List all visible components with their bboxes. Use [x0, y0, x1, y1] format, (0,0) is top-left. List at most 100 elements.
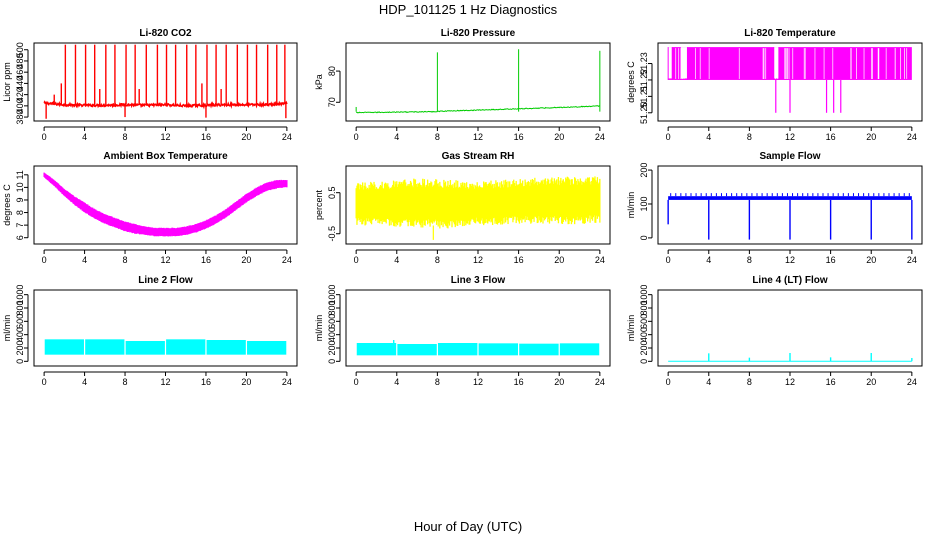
y-axis-label: ml/min	[626, 315, 636, 342]
y-tick-label: 400	[327, 327, 337, 342]
x-tick-label: 12	[473, 255, 483, 265]
panel-title: Li-820 Pressure	[441, 28, 516, 39]
x-tick-label: 24	[595, 255, 605, 265]
x-tick-label: 12	[785, 132, 795, 142]
plot-frame	[345, 42, 611, 122]
y-tick-label: 0	[15, 359, 25, 364]
y-tick-label: 1000	[15, 285, 25, 305]
panel-title: Sample Flow	[759, 151, 820, 162]
temp-gap	[668, 47, 673, 79]
x-tick-label: 16	[514, 377, 524, 387]
y-tick-label: -0.5	[327, 226, 337, 242]
y-tick-label: 11	[15, 170, 25, 179]
plot-frame	[657, 42, 923, 122]
y-tick-label: 600	[327, 314, 337, 329]
y-tick-label: 0	[639, 235, 649, 240]
y-axis-label: Licor ppm	[2, 62, 12, 102]
plot-frame	[33, 165, 298, 245]
x-tick-label: 12	[473, 377, 483, 387]
y-tick-label: 800	[327, 300, 337, 315]
x-tick-label: 0	[42, 255, 47, 265]
x-tick-label: 24	[907, 255, 917, 265]
y-tick-label: 1000	[639, 285, 649, 305]
y-axis-label: degrees C	[626, 61, 636, 103]
x-tick-label: 24	[907, 377, 917, 387]
x-tick-label: 20	[554, 255, 564, 265]
x-tick-label: 16	[514, 132, 524, 142]
series-line2-flow	[44, 339, 287, 355]
y-axis-label: degrees C	[2, 184, 12, 226]
y-axis-label: ml/min	[314, 315, 324, 342]
panel-title: Line 3 Flow	[451, 275, 506, 286]
x-tick-label: 20	[554, 132, 564, 142]
y-tick-label: 70	[327, 97, 337, 107]
y-tick-label: 9	[15, 197, 25, 202]
x-tick-label: 0	[666, 377, 671, 387]
panel-title: Li-820 Temperature	[744, 28, 836, 39]
panel-box-temp: Ambient Box Temperature degrees C 0 4 8 12 16 2…	[2, 151, 298, 265]
plot-frame	[33, 42, 298, 122]
series-pressure	[355, 49, 601, 114]
x-tick-label: 0	[666, 132, 671, 142]
x-tick-label: 20	[554, 377, 564, 387]
y-tick-label: 7	[15, 223, 25, 228]
y-tick-label: 51.20	[639, 102, 649, 125]
flow-segment	[519, 343, 559, 356]
flow-segment	[397, 344, 437, 356]
y-axis-label: kPa	[314, 74, 324, 90]
co2-baseline-line	[43, 100, 288, 110]
x-tick-label: 20	[241, 132, 251, 142]
x-tick-label: 12	[160, 377, 170, 387]
x-tick-label: 16	[826, 132, 836, 142]
y-tick-label: 51.22	[639, 69, 649, 92]
x-tick-label: 4	[82, 377, 87, 387]
flow-segment	[247, 341, 287, 355]
x-tick-label: 0	[354, 255, 359, 265]
x-tick-label: 20	[241, 377, 251, 387]
x-tick-label: 24	[282, 377, 292, 387]
panel-licor-temp: Li-820 Temperature degrees C 0 4 8 12 16 20 24 51…	[626, 28, 923, 142]
x-tick-label: 0	[354, 377, 359, 387]
flow-segment	[478, 343, 519, 356]
panel-rh: Gas Stream RH percent 0 4 8 12 16 20 24 -0.5 0.5	[314, 151, 611, 265]
y-tick-label: 480	[15, 53, 25, 68]
y-tick-label: 600	[639, 314, 649, 329]
y-tick-label: 0	[327, 359, 337, 364]
y-tick-label: 6	[15, 235, 25, 240]
x-tick-label: 0	[354, 132, 359, 142]
y-tick-label: 80	[327, 66, 337, 76]
x-tick-label: 4	[82, 132, 87, 142]
y-axis-label: percent	[314, 189, 324, 220]
x-tick-label: 24	[907, 132, 917, 142]
y-tick-label: 400	[639, 327, 649, 342]
flow-segment	[356, 343, 397, 356]
flow-band	[668, 196, 912, 200]
series-sample-flow	[667, 193, 913, 240]
x-tick-label: 8	[123, 377, 128, 387]
temp-toggle-band	[668, 47, 912, 80]
panel-title: Line 4 (LT) Flow	[752, 275, 828, 286]
series-co2	[43, 44, 288, 119]
x-tick-label: 4	[706, 377, 711, 387]
x-tick-label: 8	[123, 255, 128, 265]
panel-line4-flow: Line 4 (LT) Flow ml/min 0 4 8 12 16 20 24 0 200400…	[626, 275, 923, 387]
y-tick-label: 51.21	[639, 85, 649, 108]
x-tick-label: 8	[123, 132, 128, 142]
x-tick-label: 4	[394, 132, 399, 142]
y-tick-label: 400	[15, 98, 25, 113]
y-tick-label: 800	[15, 300, 25, 315]
y-tick-label: 200	[639, 340, 649, 355]
x-tick-label: 24	[595, 377, 605, 387]
panel-sample-flow: Sample Flow ml/min 0 4 8 12 16 20 24 0 100 200	[626, 151, 923, 265]
series-licor-temp	[667, 47, 912, 113]
x-tick-label: 16	[826, 377, 836, 387]
y-tick-label: 440	[15, 76, 25, 91]
series-box-temp	[43, 172, 288, 237]
x-tick-label: 24	[595, 132, 605, 142]
figure-title: HDP_101125 1 Hz Diagnostics	[379, 2, 558, 17]
x-tick-label: 4	[706, 255, 711, 265]
x-tick-label: 12	[160, 255, 170, 265]
flow-segment	[85, 339, 125, 355]
